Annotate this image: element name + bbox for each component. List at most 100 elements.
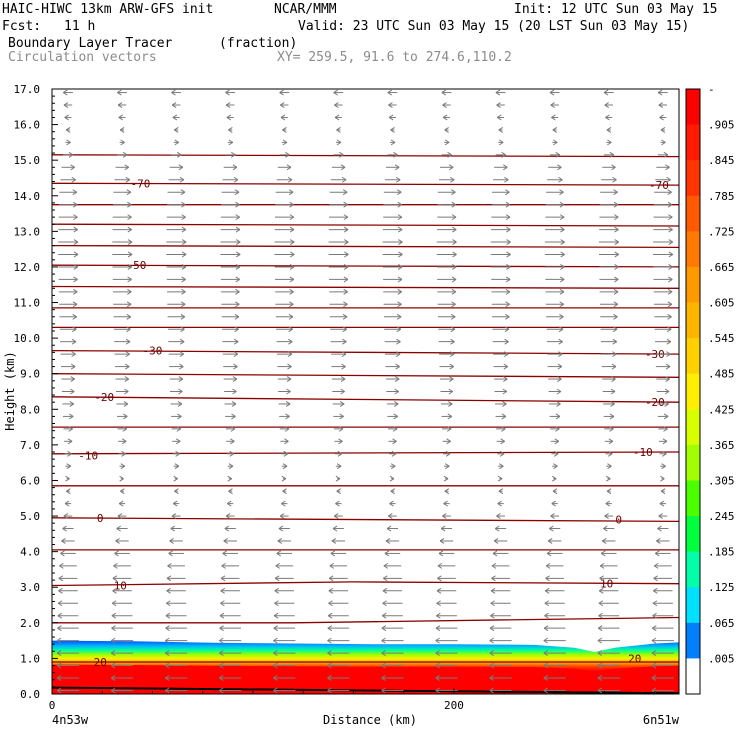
wind-vector-head [506, 239, 511, 245]
wind-vector-head [328, 587, 334, 594]
wind-vector-head [668, 226, 673, 233]
wind-vector-head [608, 438, 614, 445]
wind-vector-head [667, 201, 673, 208]
contour-label: -30 [645, 348, 665, 361]
wind-vector-head [219, 612, 225, 619]
wind-vector-head [273, 662, 278, 669]
wind-vector-head [343, 214, 349, 221]
wind-vector-head [233, 351, 239, 358]
wind-vector-head [653, 575, 658, 582]
wind-vector-head [56, 650, 62, 656]
colorbar-label: .185 [708, 546, 735, 559]
wind-vector-head [666, 338, 672, 345]
wind-vector-head [661, 139, 666, 146]
colorbar-label: .785 [708, 190, 735, 203]
wind-vector-head [396, 189, 402, 196]
wind-vector-head [666, 176, 671, 183]
wind-vector-head [497, 500, 502, 507]
wind-vector-head [390, 488, 396, 495]
wind-vector-head [232, 388, 237, 395]
wind-vector-head [552, 127, 558, 133]
wind-vector-head [110, 675, 116, 681]
wind-vector-head [280, 102, 285, 108]
wind-vector-head [559, 288, 565, 295]
wind-vector-head [662, 450, 667, 457]
wind-vector-head [231, 413, 236, 420]
wind-vector-head [450, 313, 456, 320]
wind-vector-head [606, 475, 611, 482]
wind-vector-head [61, 538, 66, 544]
wind-vector-head [397, 214, 403, 221]
wind-vector-head [282, 127, 287, 133]
wind-vector-head [503, 164, 508, 171]
wind-vector-head [219, 675, 224, 681]
wind-vector-head [506, 226, 511, 233]
wind-vector-head [502, 401, 507, 407]
wind-vector-head [396, 313, 402, 320]
wind-vector-head [343, 288, 348, 295]
terrain-line [52, 686, 679, 694]
colorbar-segment [686, 516, 700, 553]
wind-vector-head [557, 164, 562, 171]
plot-frame [51, 88, 680, 695]
wind-vector-head [279, 89, 284, 96]
wind-vector-head [222, 550, 227, 557]
wind-vector-head [219, 637, 224, 644]
wind-vector-head [451, 189, 456, 196]
wind-vector-head [445, 450, 451, 457]
colorbar-label: .485 [708, 368, 735, 381]
wind-vector-head [285, 401, 291, 407]
wind-vector-head [220, 587, 225, 594]
wind-vector-head [127, 288, 132, 295]
wind-vector-head [111, 612, 117, 619]
wind-vector-head [73, 239, 79, 245]
wind-vector-head [612, 326, 618, 333]
wind-vector-head [560, 251, 565, 258]
wind-vector-head [505, 201, 511, 208]
wind-vector-head [281, 475, 287, 482]
wind-vector-head [651, 637, 657, 644]
colorbar-frame [685, 88, 701, 695]
wind-vector-head [448, 401, 453, 407]
y-tick-label: 11.0 [14, 297, 41, 310]
wind-vector-head [116, 525, 121, 532]
wind-vector-head [275, 562, 280, 569]
wind-vector-head [554, 438, 560, 445]
wind-vector-head [227, 500, 232, 507]
wind-vector-head [126, 313, 132, 320]
wind-vector-head [443, 500, 448, 507]
wind-vector-head [442, 102, 447, 108]
wind-vector-head [506, 264, 511, 270]
wind-vector-head [490, 600, 496, 607]
wind-vector-head [551, 114, 556, 121]
wind-vector-head [110, 662, 116, 669]
wind-vector-head [70, 376, 75, 382]
wind-vector-head [381, 650, 386, 656]
wind-vector-head [505, 301, 510, 308]
field-name: Boundary Layer Tracer [8, 36, 173, 51]
wind-vector-head [72, 326, 77, 333]
wind-vector-head [449, 351, 455, 358]
wind-vector-head [124, 376, 130, 382]
wind-vector-head [381, 637, 386, 644]
wind-vector-head [344, 239, 349, 245]
wind-vector-head [329, 562, 335, 569]
wind-vector-head [384, 550, 390, 557]
wind-vector-head [344, 251, 349, 258]
wind-vector-head [502, 388, 508, 395]
wind-vector-head [395, 176, 401, 183]
colorbar-segment [686, 266, 700, 304]
colorbar: - .905 .845 .785 .725 .665 .605 .545 .485 .425 .36… [685, 83, 735, 695]
wind-vector-head [386, 525, 392, 532]
wind-vector-head [450, 176, 455, 183]
wind-vector-head [605, 500, 611, 507]
wind-vector-head [336, 488, 341, 495]
wind-vector-head [127, 239, 133, 245]
wind-vector-head [543, 687, 549, 694]
wind-vector-head [491, 575, 496, 582]
wind-vector-head [656, 538, 661, 544]
wind-vector-head [603, 89, 609, 96]
wind-vector-head [73, 251, 79, 258]
wind-vector-head [234, 189, 240, 196]
y-tick-label: 8.0 [20, 403, 40, 416]
